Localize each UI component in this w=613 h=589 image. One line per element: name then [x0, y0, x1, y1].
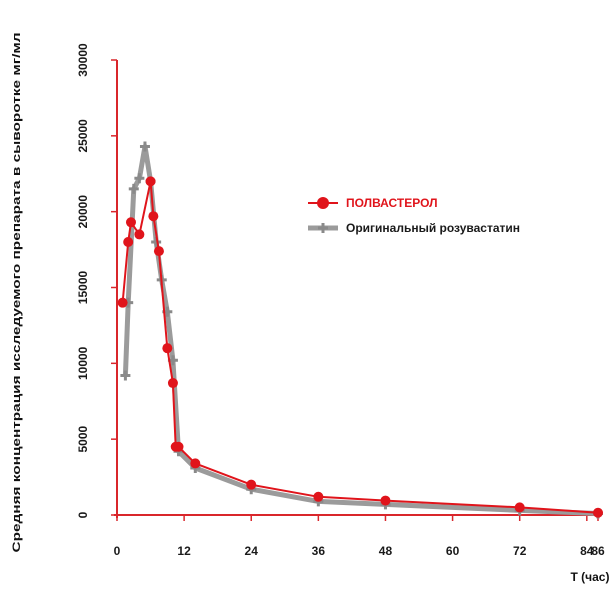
series-0 [117, 176, 603, 518]
data-point [173, 441, 184, 452]
y-tick-label: 30000 [76, 43, 90, 77]
data-point [167, 378, 178, 389]
legend-swatch-marker [317, 197, 329, 209]
data-point [593, 507, 603, 518]
data-point [145, 176, 156, 187]
y-tick-label: 20000 [76, 195, 90, 229]
y-tick-label: 5000 [76, 425, 90, 452]
y-axis-title: Средняя концентрация исследуемого препар… [11, 32, 23, 552]
data-point [190, 458, 201, 469]
data-point [125, 217, 136, 228]
x-tick-label: 48 [379, 544, 393, 558]
legend-item: Оригинальный розувастатин [308, 221, 520, 235]
y-tick-label: 15000 [76, 270, 90, 304]
data-point [117, 297, 128, 308]
legend-swatch-marker [318, 223, 328, 233]
x-tick-label: 86 [591, 544, 605, 558]
axes: 0 5000 10000 15000 20000 25000 30000 0 12 24 36 48 6… [76, 43, 605, 558]
series-layer [117, 141, 603, 519]
data-point [120, 370, 131, 381]
x-tick-label: 72 [513, 544, 527, 558]
legend-label: ПОЛВАСТЕРОЛ [346, 196, 438, 210]
data-point [162, 343, 173, 354]
y-tick-label: 10000 [76, 346, 90, 380]
x-tick-label: 12 [177, 544, 191, 558]
data-point [128, 183, 139, 194]
x-tick-label: 60 [446, 544, 460, 558]
data-point [246, 479, 257, 490]
x-tick-label: 84 [580, 544, 594, 558]
data-point [123, 237, 134, 247]
x-axis-title: T (час) [571, 570, 610, 584]
legend-item: ПОЛВАСТЕРОЛ [308, 196, 438, 210]
data-point [313, 491, 324, 502]
x-tick-label: 36 [312, 544, 326, 558]
data-point [134, 173, 145, 184]
y-tick-label: 0 [76, 511, 90, 518]
y-tick-label: 25000 [76, 119, 90, 153]
x-tick-label: 0 [114, 544, 121, 558]
data-point [134, 229, 145, 240]
legend: ПОЛВАСТЕРОЛ Оригинальный розувастатин [308, 196, 520, 235]
data-point [514, 502, 525, 513]
data-point [139, 141, 150, 152]
data-point [148, 211, 159, 222]
data-point [380, 495, 391, 506]
x-tick-label: 24 [245, 544, 259, 558]
legend-label: Оригинальный розувастатин [346, 221, 520, 235]
data-point [153, 246, 164, 257]
